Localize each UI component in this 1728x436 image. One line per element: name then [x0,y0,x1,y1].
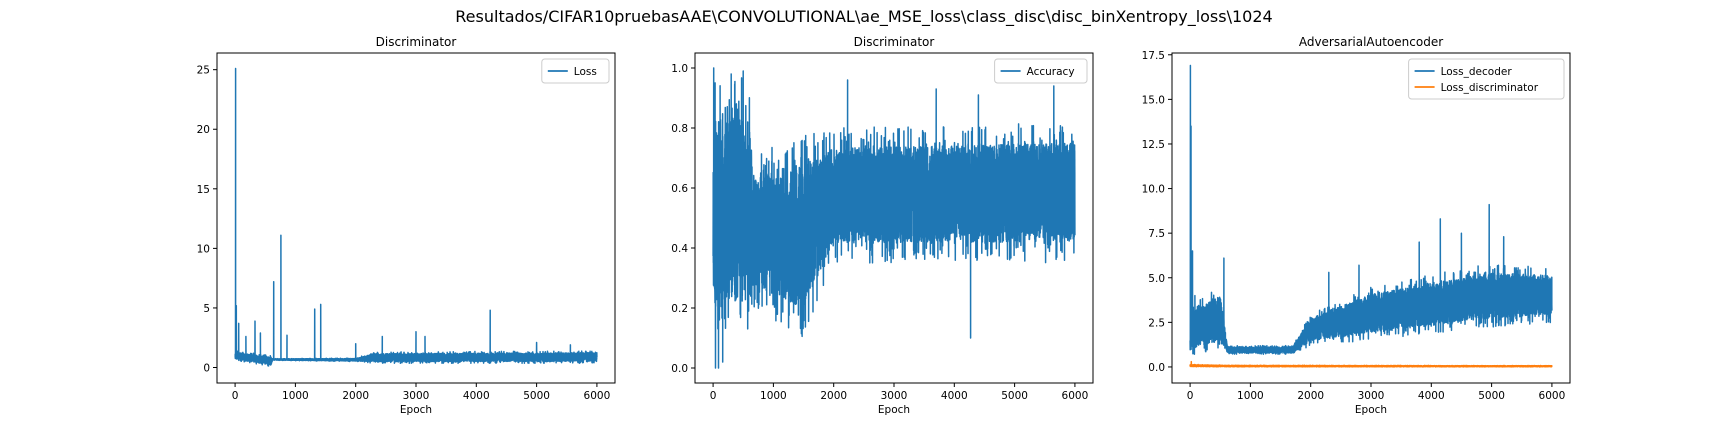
legend: Loss [541,58,610,84]
legend-label: Accuracy [1027,66,1075,78]
y-tick-label: 12.5 [1142,139,1165,151]
subplot-title: Discriminator [376,35,457,49]
x-tick-label: 6000 [584,390,611,402]
y-tick-label: 2.5 [1148,317,1165,329]
x-tick-label: 3000 [1358,390,1385,402]
x-tick-label: 0 [710,390,717,402]
x-tick-label: 1000 [282,390,309,402]
y-tick-label: 17.5 [1142,50,1165,62]
subplot-1: Discriminator 0 1000 2000 3000 4000 5000 6000 0 5… [197,35,616,416]
x-tick-label: 4000 [463,390,490,402]
y-tick-label: 15 [197,184,210,196]
y-tick-label: 5 [203,303,210,315]
y-tick-label: 0.0 [671,363,688,375]
x-tick-label: 6000 [1539,390,1566,402]
legend: Loss_decoder Loss_discriminator [1408,58,1565,100]
series-line-loss-discriminator [1189,360,1553,368]
y-tick-label: 0 [203,363,210,375]
y-tick-label: 0.0 [1148,362,1165,374]
subplot-2: Discriminator 0 1000 2000 3000 4000 5000 6000 0.… [671,35,1094,416]
legend-label: Loss_discriminator [1441,82,1539,94]
y-tick-label: 20 [197,124,210,136]
subplot-title: Discriminator [854,35,935,49]
x-tick-label: 4000 [1418,390,1445,402]
y-tick-label: 0.2 [671,303,688,315]
x-tick-label: 0 [1187,390,1194,402]
x-tick-label: 5000 [523,390,550,402]
x-tick-label: 1000 [760,390,787,402]
x-tick-label: 3000 [403,390,430,402]
subplot-3: AdversarialAutoencoder 0 1000 2000 3000 4000 5… [1142,35,1571,416]
x-tick-label: 5000 [1001,390,1028,402]
y-tick-label: 15.0 [1142,94,1165,106]
x-tick-label: 1000 [1237,390,1264,402]
y-tick-label: 7.5 [1148,228,1165,240]
y-tick-label: 0.4 [671,243,688,255]
y-tick-label: 1.0 [671,63,688,75]
series-line-accuracy [712,67,1076,369]
legend: Accuracy [994,58,1088,84]
y-tick-label: 10 [197,243,210,255]
legend-box [1408,58,1565,100]
y-tick-label: 25 [197,65,210,77]
y-tick-label: 0.8 [671,123,688,135]
x-axis-label: Epoch [878,404,910,416]
x-tick-label: 5000 [1478,390,1505,402]
subplot-title: AdversarialAutoencoder [1299,35,1443,49]
legend-box [994,58,1088,84]
x-tick-label: 0 [232,390,239,402]
series-line-loss [234,67,598,367]
y-tick-label: 10.0 [1142,184,1165,196]
x-tick-label: 6000 [1062,390,1089,402]
y-tick-label: 5.0 [1148,273,1165,285]
x-axis-label: Epoch [400,404,432,416]
x-tick-label: 4000 [941,390,968,402]
axes-frame [1171,52,1571,384]
legend-box [541,58,610,84]
series-line-loss-decoder [1189,64,1553,356]
x-tick-label: 2000 [1297,390,1324,402]
x-tick-label: 2000 [342,390,369,402]
legend-label: Loss [574,66,597,78]
figure-title: Resultados/CIFAR10pruebasAAE\CONVOLUTION… [455,7,1272,27]
x-axis-label: Epoch [1355,404,1387,416]
y-tick-label: 0.6 [671,183,688,195]
legend-label: Loss_decoder [1441,66,1513,78]
x-tick-label: 2000 [820,390,847,402]
x-tick-label: 3000 [881,390,908,402]
